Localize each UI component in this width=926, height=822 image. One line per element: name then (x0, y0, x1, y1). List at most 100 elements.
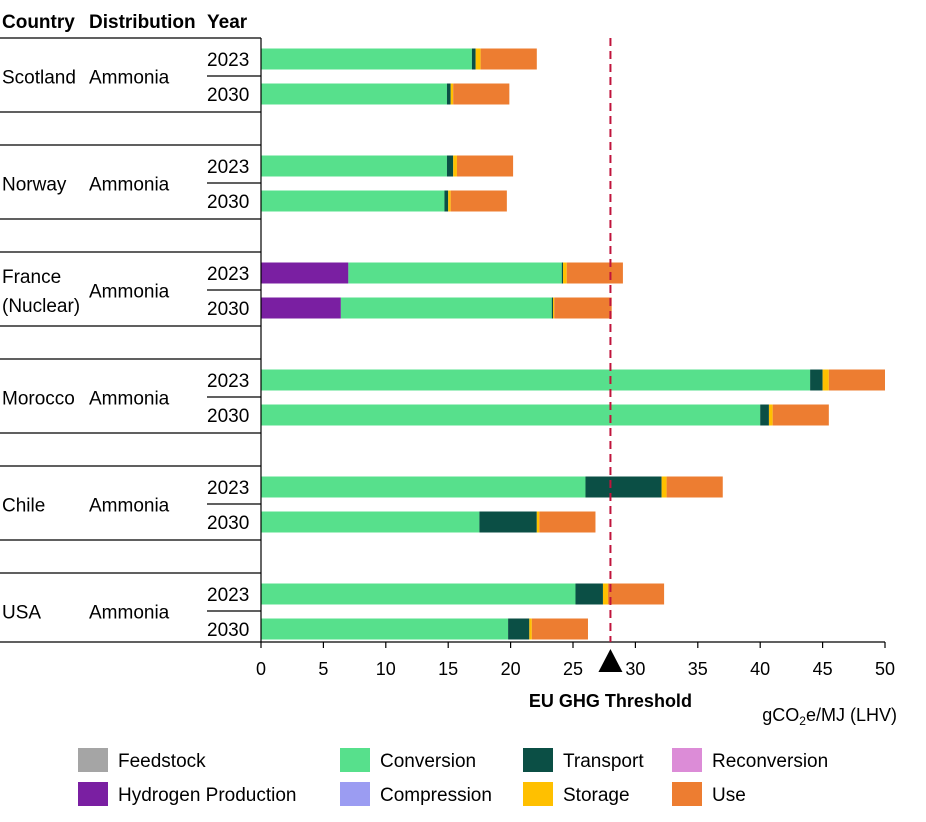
legend-label-conversion: Conversion (380, 751, 476, 772)
bar-norway-2023-storage (453, 155, 457, 177)
bar-chile-2030-conversion (261, 511, 480, 533)
bar-usa-2030-conversion (261, 618, 509, 640)
bar-france-nuclear-2030-transport (551, 297, 554, 319)
bar-scotland-2023-use (480, 48, 537, 70)
bar-usa-2030-use (531, 618, 588, 640)
bar-france-nuclear-2030-hydrogen-production (261, 297, 341, 319)
bar-scotland-2030-use (453, 83, 510, 105)
bar-france-nuclear-2023-use (566, 262, 623, 284)
country-label-chile: Chile (2, 496, 45, 517)
bar-france-nuclear-2023-transport (561, 262, 564, 284)
bar-norway-2023-transport (446, 155, 454, 177)
bar-morocco-2030-transport (760, 404, 769, 426)
distribution-label-france-nuclear: Ammonia (89, 282, 170, 303)
bar-scotland-2030-conversion (261, 83, 447, 105)
bar-usa-2023-conversion (261, 583, 576, 605)
x-tick-label: 15 (438, 659, 458, 679)
country-label-morocco: Morocco (2, 389, 75, 410)
year-label-norway-2023: 2023 (207, 157, 249, 178)
x-tick-label: 30 (625, 659, 645, 679)
header-distribution: Distribution (89, 12, 196, 33)
legend-swatch-storage (523, 782, 553, 806)
year-label-usa-2030: 2030 (207, 620, 249, 641)
legend-swatch-transport (523, 748, 553, 772)
bar-norway-2023-use (456, 155, 514, 177)
legend-label-reconversion: Reconversion (712, 751, 828, 772)
threshold-marker (598, 649, 623, 672)
x-tick-label: 40 (750, 659, 770, 679)
row-labels: Scotland Ammonia 2023 2030 Norway Ammonia 2023… (0, 37, 261, 641)
bar-chile-2023-transport (585, 476, 662, 498)
bar-morocco-2030-use (772, 404, 829, 426)
bar-morocco-2023-storage (822, 369, 829, 391)
bar-norway-2030-transport (444, 190, 449, 212)
bar-france-nuclear-2023-hydrogen-production (261, 262, 349, 284)
threshold: EU GHG Threshold (529, 38, 692, 711)
bar-morocco-2030-conversion (261, 404, 761, 426)
year-label-morocco-2030: 2030 (207, 406, 249, 427)
x-tick-label: 10 (376, 659, 396, 679)
legend-label-feedstock: Feedstock (118, 751, 206, 772)
bar-morocco-2023-transport (810, 369, 823, 391)
distribution-label-scotland: Ammonia (89, 68, 170, 89)
bar-france-nuclear-2030-storage (553, 297, 555, 319)
bar-chile-2030-transport (479, 511, 537, 533)
distribution-label-norway: Ammonia (89, 175, 170, 196)
year-label-scotland-2023: 2023 (207, 50, 249, 71)
year-label-france-nuclear-2023: 2023 (207, 264, 249, 285)
legend-swatch-reconversion (672, 748, 702, 772)
x-tick-label: 20 (501, 659, 521, 679)
bars (261, 48, 885, 640)
bar-usa-2030-transport (508, 618, 530, 640)
bar-chile-2030-storage (536, 511, 540, 533)
year-label-france-nuclear-2030: 2030 (207, 299, 249, 320)
bar-chile-2030-use (539, 511, 596, 533)
bar-scotland-2023-transport (471, 48, 476, 70)
bar-norway-2030-use (450, 190, 507, 212)
legend-label-use: Use (712, 785, 746, 806)
bar-chile-2023-use (666, 476, 723, 498)
country-label-scotland: Scotland (2, 68, 76, 89)
bar-morocco-2030-storage (768, 404, 773, 426)
bar-chile-2023-conversion (261, 476, 586, 498)
bar-chile-2023-storage (661, 476, 667, 498)
country-label-usa: USA (2, 603, 41, 624)
legend-label-hydrogen-production: Hydrogen Production (118, 785, 297, 806)
x-tick-label: 0 (256, 659, 266, 679)
bar-usa-2030-storage (529, 618, 532, 640)
bar-scotland-2030-storage (450, 83, 454, 105)
x-tick-label: 45 (813, 659, 833, 679)
x-tick-label: 50 (875, 659, 895, 679)
legend-label-transport: Transport (563, 751, 644, 772)
threshold-label: EU GHG Threshold (529, 691, 692, 711)
bar-france-nuclear-2023-storage (563, 262, 567, 284)
distribution-label-usa: Ammonia (89, 603, 170, 624)
bar-morocco-2023-use (828, 369, 885, 391)
country-label-france-nuclear: France (2, 267, 61, 288)
header-country: Country (2, 12, 75, 33)
legend-label-storage: Storage (563, 785, 630, 806)
legend-swatch-feedstock (78, 748, 108, 772)
x-tick-label: 5 (318, 659, 328, 679)
country-label-norway: Norway (2, 175, 67, 196)
distribution-label-chile: Ammonia (89, 496, 170, 517)
x-tick-label: 35 (688, 659, 708, 679)
year-label-chile-2030: 2030 (207, 513, 249, 534)
bar-scotland-2023-storage (475, 48, 481, 70)
bar-usa-2023-use (607, 583, 665, 605)
x-axis-unit-label: gCO2e/MJ (LHV) (762, 705, 897, 728)
legend-swatch-use (672, 782, 702, 806)
bar-france-nuclear-2023-conversion (348, 262, 562, 284)
header-year: Year (207, 12, 248, 33)
distribution-label-morocco: Ammonia (89, 389, 170, 410)
bar-france-nuclear-2030-use (554, 297, 612, 319)
bar-france-nuclear-2030-conversion (340, 297, 552, 319)
x-tick-label: 25 (563, 659, 583, 679)
bar-norway-2030-storage (448, 190, 451, 212)
legend-label-compression: Compression (380, 785, 492, 806)
bar-usa-2023-storage (602, 583, 608, 605)
bar-morocco-2023-conversion (261, 369, 811, 391)
legend-swatch-compression (340, 782, 370, 806)
year-label-scotland-2030: 2030 (207, 85, 249, 106)
year-label-chile-2023: 2023 (207, 478, 249, 499)
